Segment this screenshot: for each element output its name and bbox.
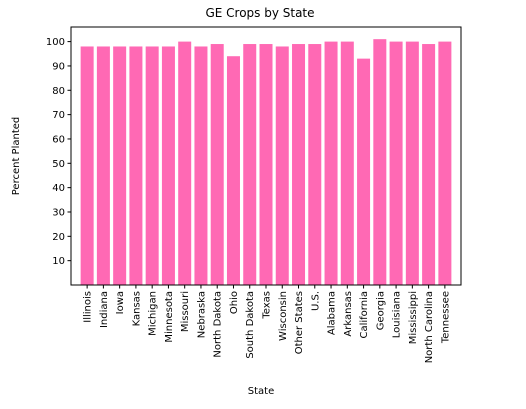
bar-texas bbox=[259, 44, 273, 285]
bar-south-dakota bbox=[243, 44, 257, 285]
x-tick-label: South Dakota bbox=[245, 291, 256, 359]
bar-minnesota bbox=[161, 46, 175, 285]
bar-nebraska bbox=[194, 46, 208, 285]
bar-north-dakota bbox=[210, 44, 224, 285]
x-tick-label: Alabama bbox=[327, 291, 338, 335]
bar-u-s- bbox=[308, 44, 322, 285]
bar-california bbox=[357, 58, 371, 285]
x-tick-label: North Carolina bbox=[424, 291, 435, 363]
x-tick-label: California bbox=[359, 291, 370, 339]
x-tick-label: Michigan bbox=[148, 291, 159, 336]
bar-alabama bbox=[324, 41, 338, 285]
x-tick-label: Tennessee bbox=[440, 291, 451, 344]
bar-kansas bbox=[129, 46, 143, 285]
bar-ohio bbox=[226, 56, 240, 286]
y-axis-title: Percent Planted bbox=[11, 117, 22, 196]
x-tick-label: Louisiana bbox=[392, 291, 403, 338]
x-tick-label: Mississippi bbox=[408, 291, 419, 344]
bar-north-carolina bbox=[422, 44, 436, 285]
x-tick-label: Wisconsin bbox=[278, 291, 289, 341]
bar-iowa bbox=[113, 46, 127, 285]
y-tick-label: 40 bbox=[52, 183, 65, 194]
bars-group bbox=[80, 39, 452, 286]
bar-arkansas bbox=[340, 41, 354, 285]
x-tick-label: Missouri bbox=[180, 291, 191, 332]
y-tick-label: 90 bbox=[52, 61, 65, 72]
y-tick-label: 60 bbox=[52, 134, 65, 145]
x-axis-title: State bbox=[248, 386, 274, 397]
bar-missouri bbox=[178, 41, 192, 285]
bar-indiana bbox=[96, 46, 110, 285]
x-tick-label: Iowa bbox=[115, 291, 126, 314]
y-axis: 10 20 30 40 50 60 70 80 90 100 bbox=[46, 37, 71, 267]
y-tick-label: 80 bbox=[52, 86, 65, 97]
bar-illinois bbox=[80, 46, 94, 285]
x-tick-label: Arkansas bbox=[343, 291, 354, 337]
x-tick-label: Illinois bbox=[83, 291, 94, 323]
y-tick-label: 30 bbox=[52, 207, 65, 218]
y-tick-label: 100 bbox=[46, 37, 65, 48]
x-tick-label: Minnesota bbox=[164, 291, 175, 343]
bar-georgia bbox=[373, 39, 387, 285]
bar-louisiana bbox=[389, 41, 403, 285]
y-tick-label: 20 bbox=[52, 232, 65, 243]
x-tick-label: North Dakota bbox=[213, 291, 224, 358]
x-tick-label: Texas bbox=[262, 291, 273, 320]
x-tick-label: Ohio bbox=[229, 291, 240, 314]
x-tick-label: Indiana bbox=[99, 291, 110, 328]
bar-mississippi bbox=[405, 41, 419, 285]
x-tick-label: U.S. bbox=[310, 291, 321, 311]
y-tick-label: 10 bbox=[52, 256, 65, 267]
bar-other-states bbox=[292, 44, 306, 285]
x-axis: Illinois Indiana Iowa Kansas Michigan Minneso… bbox=[83, 285, 451, 363]
y-tick-label: 70 bbox=[52, 110, 65, 121]
x-tick-label: Kansas bbox=[131, 291, 142, 326]
bar-tennessee bbox=[438, 41, 452, 285]
x-tick-label: Georgia bbox=[375, 291, 386, 330]
y-tick-label: 50 bbox=[52, 159, 65, 170]
x-tick-label: Nebraska bbox=[196, 291, 207, 338]
x-tick-label: Other States bbox=[294, 291, 305, 354]
bar-michigan bbox=[145, 46, 159, 285]
chart-title: GE Crops by State bbox=[205, 6, 314, 20]
bar-wisconsin bbox=[275, 46, 289, 285]
